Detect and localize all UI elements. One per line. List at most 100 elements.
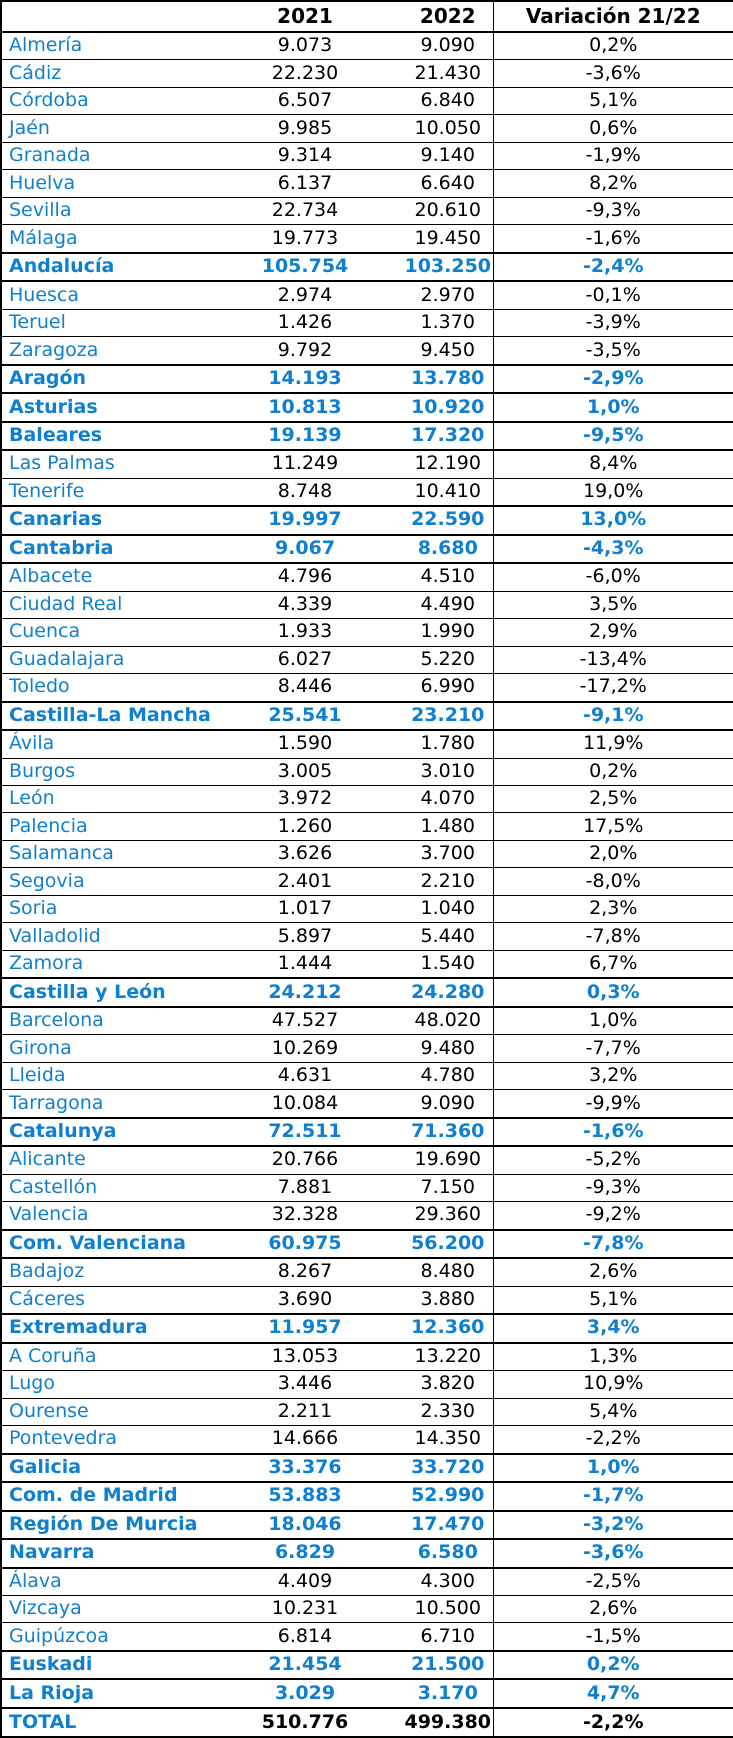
value-2022-cell: 6.580 <box>403 1538 493 1569</box>
variation-cell: 2,3% <box>492 894 733 923</box>
variation-cell: -3,6% <box>492 59 733 88</box>
province-row: Lugo 3.446 3.820 10,9% <box>1 1370 733 1399</box>
variation-cell: -9,3% <box>492 1173 733 1202</box>
value-2022-cell: 9.480 <box>403 1034 493 1063</box>
value-2021-cell: 6.829 <box>207 1538 403 1569</box>
province-row: León 3.972 4.070 2,5% <box>1 785 733 813</box>
province-row: Girona 10.269 9.480 -7,7% <box>1 1034 733 1063</box>
value-2022-cell: 2.210 <box>403 867 493 896</box>
province-row: Palencia 1.260 1.480 17,5% <box>1 812 733 841</box>
value-2021-cell: 9.985 <box>207 114 403 143</box>
name-cell: Barcelona <box>1 1006 207 1035</box>
variation-cell: 2,0% <box>492 839 733 868</box>
variation-cell: 17,5% <box>492 812 733 841</box>
value-2021-cell: 13.053 <box>207 1342 403 1371</box>
value-2022-cell: 17.470 <box>403 1509 493 1541</box>
value-2021-cell: 4.409 <box>207 1567 403 1596</box>
name-cell: Las Palmas <box>1 449 207 479</box>
region-row: Extremadura 11.957 12.360 3,4% <box>1 1313 733 1344</box>
value-2022-cell: 3.820 <box>403 1370 493 1399</box>
value-2021-cell: 32.328 <box>207 1201 403 1230</box>
name-cell: Toledo <box>1 673 207 702</box>
value-2021-cell: 1.444 <box>207 949 403 979</box>
variation-cell: 1,0% <box>492 392 733 423</box>
value-2022-cell: 4.070 <box>403 785 493 813</box>
value-2021-cell: 2.211 <box>207 1397 403 1426</box>
name-cell: Palencia <box>1 812 207 841</box>
province-row: Ourense 2.211 2.330 5,4% <box>1 1397 733 1426</box>
header-row: 2021 2022 Variación 21/22 <box>1 1 733 33</box>
variation-cell: -3,9% <box>492 308 733 337</box>
variation-cell: 2,6% <box>492 1257 733 1287</box>
name-cell: A Coruña <box>1 1342 207 1371</box>
value-2022-cell: 21.430 <box>403 59 493 88</box>
header-2021-cell: 2021 <box>207 1 403 33</box>
province-row: Pontevedra 14.666 14.350 -2,2% <box>1 1425 733 1454</box>
value-2022-cell: 6.840 <box>403 86 493 115</box>
variation-cell: -9,9% <box>492 1089 733 1118</box>
table-body: Almería 9.073 9.090 0,2% Cádiz 22.230 21.430 -3… <box>1 31 733 1737</box>
province-row: Guadalajara 6.027 5.220 -13,4% <box>1 645 733 674</box>
name-cell: Euskadi <box>1 1649 207 1681</box>
region-row: Región De Murcia 18.046 17.470 -3,2% <box>1 1509 733 1541</box>
name-cell: Albacete <box>1 562 207 592</box>
region-row: Galicia 33.376 33.720 1,0% <box>1 1452 733 1484</box>
value-2021-cell: 105.754 <box>207 251 403 283</box>
province-row: Cáceres 3.690 3.880 5,1% <box>1 1285 733 1315</box>
value-2021-cell: 10.084 <box>207 1089 403 1118</box>
total-row: TOTAL 510.776 499.380 -2,2% <box>1 1706 733 1737</box>
value-2022-cell: 56.200 <box>403 1228 493 1260</box>
variation-cell: -0,1% <box>492 280 733 310</box>
variation-cell: -8,0% <box>492 867 733 896</box>
region-row: Catalunya 72.511 71.360 -1,6% <box>1 1116 733 1148</box>
name-cell: Lleida <box>1 1061 207 1090</box>
value-2022-cell: 13.780 <box>403 363 493 395</box>
value-2021-cell: 20.766 <box>207 1145 403 1175</box>
value-2021-cell: 10.813 <box>207 392 403 423</box>
province-row: Córdoba 6.507 6.840 5,1% <box>1 86 733 115</box>
variation-cell: 6,7% <box>492 949 733 979</box>
province-row: Tarragona 10.084 9.090 -9,9% <box>1 1089 733 1118</box>
value-2021-cell: 72.511 <box>207 1116 403 1148</box>
value-2022-cell: 1.780 <box>403 729 493 759</box>
name-cell: Almería <box>1 31 207 60</box>
value-2021-cell: 19.773 <box>207 224 403 253</box>
province-row: Granada 9.314 9.140 -1,9% <box>1 141 733 170</box>
value-2021-cell: 10.269 <box>207 1034 403 1063</box>
value-2022-cell: 13.220 <box>403 1342 493 1371</box>
value-2021-cell: 3.972 <box>207 785 403 813</box>
province-row: Las Palmas 11.249 12.190 8,4% <box>1 449 733 479</box>
value-2022-cell: 3.170 <box>403 1678 493 1709</box>
value-2021-cell: 18.046 <box>207 1509 403 1541</box>
variation-cell: -2,2% <box>492 1425 733 1454</box>
name-cell: Castellón <box>1 1173 207 1202</box>
value-2022-cell: 1.040 <box>403 894 493 923</box>
region-row: Canarias 19.997 22.590 13,0% <box>1 505 733 536</box>
variation-cell: 1,3% <box>492 1342 733 1371</box>
variation-cell: -9,5% <box>492 420 733 452</box>
variation-cell: 0,6% <box>492 114 733 143</box>
name-cell: Región De Murcia <box>1 1509 207 1541</box>
value-2021-cell: 5.897 <box>207 922 403 951</box>
value-2022-cell: 4.300 <box>403 1567 493 1596</box>
value-2021-cell: 24.212 <box>207 977 403 1008</box>
province-row: Burgos 3.005 3.010 0,2% <box>1 757 733 786</box>
name-cell: Ourense <box>1 1397 207 1426</box>
name-cell: Zamora <box>1 949 207 979</box>
value-2022-cell: 52.990 <box>403 1481 493 1512</box>
variation-cell: 0,2% <box>492 1649 733 1681</box>
name-cell: Catalunya <box>1 1116 207 1148</box>
value-2022-cell: 9.090 <box>403 31 493 60</box>
name-cell: Castilla y León <box>1 977 207 1008</box>
value-2021-cell: 4.631 <box>207 1061 403 1090</box>
province-row: A Coruña 13.053 13.220 1,3% <box>1 1342 733 1371</box>
province-row: Segovia 2.401 2.210 -8,0% <box>1 867 733 896</box>
variation-cell: 1,0% <box>492 1452 733 1484</box>
region-row: Baleares 19.139 17.320 -9,5% <box>1 420 733 452</box>
value-2021-cell: 9.073 <box>207 31 403 60</box>
value-2022-cell: 499.380 <box>403 1706 493 1737</box>
region-row: Euskadi 21.454 21.500 0,2% <box>1 1649 733 1681</box>
name-cell: Canarias <box>1 505 207 536</box>
value-2021-cell: 6.814 <box>207 1622 403 1651</box>
